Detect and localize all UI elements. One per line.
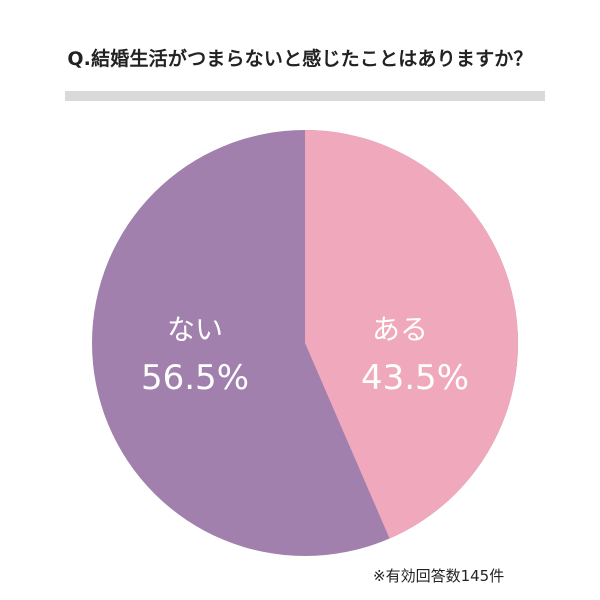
sample-size-note: ※有効回答数145件 [373, 567, 505, 585]
label-aru-percent: 43.5% [360, 358, 469, 398]
pie-slice-aru [305, 130, 518, 539]
label-nai-category: ない [166, 313, 223, 346]
title-divider [65, 91, 545, 101]
label-nai-percent: 56.5% [140, 358, 249, 398]
label-aru-category: ある [371, 313, 428, 346]
chart-title: Q.結婚生活がつまらないと感じたことはありますか？ [67, 48, 533, 70]
